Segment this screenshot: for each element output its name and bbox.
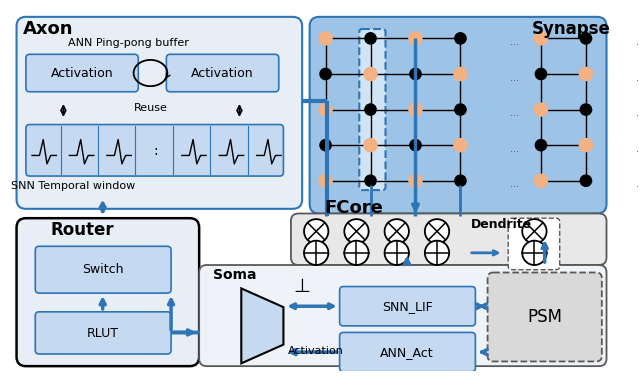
Circle shape: [365, 175, 376, 187]
Text: Synapse: Synapse: [532, 20, 611, 38]
FancyBboxPatch shape: [359, 29, 385, 190]
Text: Switch: Switch: [82, 263, 124, 276]
FancyBboxPatch shape: [35, 312, 171, 354]
Circle shape: [425, 219, 449, 244]
Circle shape: [580, 104, 591, 115]
Text: Activation: Activation: [191, 67, 254, 80]
Circle shape: [409, 174, 422, 187]
Circle shape: [385, 241, 409, 265]
Text: SNN Temporal window: SNN Temporal window: [11, 181, 135, 191]
Circle shape: [522, 219, 547, 244]
FancyBboxPatch shape: [508, 218, 560, 270]
Circle shape: [344, 241, 369, 265]
Circle shape: [304, 219, 328, 244]
Text: ...: ...: [510, 144, 519, 154]
Text: SNN_LIF: SNN_LIF: [381, 300, 433, 313]
Circle shape: [409, 103, 422, 116]
Circle shape: [455, 33, 466, 44]
Circle shape: [580, 175, 591, 187]
Circle shape: [534, 174, 547, 187]
Text: ...: ...: [636, 37, 640, 47]
Circle shape: [534, 103, 547, 116]
FancyBboxPatch shape: [199, 265, 607, 366]
Text: ...: ...: [510, 180, 519, 190]
FancyBboxPatch shape: [26, 124, 284, 176]
Text: ...: ...: [636, 144, 640, 154]
FancyBboxPatch shape: [166, 54, 279, 92]
Text: RLUT: RLUT: [86, 327, 118, 340]
Circle shape: [320, 139, 331, 151]
Circle shape: [319, 174, 332, 187]
Text: ANN_Act: ANN_Act: [380, 345, 434, 358]
FancyBboxPatch shape: [340, 332, 476, 372]
Circle shape: [425, 241, 449, 265]
Circle shape: [364, 67, 377, 80]
FancyBboxPatch shape: [17, 218, 199, 366]
Text: ...: ...: [510, 37, 519, 47]
Circle shape: [454, 67, 467, 80]
Text: Activation: Activation: [288, 347, 344, 357]
FancyBboxPatch shape: [26, 54, 138, 92]
Circle shape: [409, 32, 422, 45]
Circle shape: [364, 139, 377, 152]
Text: ...: ...: [510, 73, 519, 83]
Circle shape: [365, 33, 376, 44]
Circle shape: [385, 219, 409, 244]
Circle shape: [344, 219, 369, 244]
Circle shape: [320, 68, 331, 80]
Circle shape: [535, 68, 547, 80]
Circle shape: [319, 103, 332, 116]
FancyBboxPatch shape: [488, 272, 602, 362]
Text: Router: Router: [51, 221, 114, 239]
Circle shape: [579, 67, 593, 80]
FancyBboxPatch shape: [340, 286, 476, 326]
FancyBboxPatch shape: [310, 17, 607, 213]
Circle shape: [522, 241, 547, 265]
Text: Dendrite: Dendrite: [471, 218, 532, 231]
Text: ...: ...: [636, 108, 640, 118]
Circle shape: [579, 139, 593, 152]
Text: ...: ...: [510, 108, 519, 118]
Text: :: :: [154, 144, 158, 158]
Text: ANN Ping-pong buffer: ANN Ping-pong buffer: [68, 38, 189, 48]
FancyBboxPatch shape: [291, 213, 607, 265]
Circle shape: [410, 68, 421, 80]
Circle shape: [534, 32, 547, 45]
Text: Soma: Soma: [213, 268, 257, 282]
Circle shape: [580, 33, 591, 44]
Text: ...: ...: [636, 180, 640, 190]
Circle shape: [535, 139, 547, 151]
Text: Reuse: Reuse: [134, 103, 168, 113]
FancyBboxPatch shape: [35, 246, 171, 293]
Circle shape: [304, 241, 328, 265]
Circle shape: [365, 104, 376, 115]
Text: ...: ...: [636, 73, 640, 83]
Circle shape: [455, 175, 466, 187]
Text: Activation: Activation: [51, 67, 113, 80]
Text: ⊥: ⊥: [294, 277, 310, 296]
Text: FCore: FCore: [324, 200, 383, 218]
Circle shape: [454, 139, 467, 152]
Text: PSM: PSM: [527, 308, 562, 326]
Text: Axon: Axon: [23, 20, 74, 38]
Polygon shape: [241, 288, 284, 363]
Circle shape: [410, 139, 421, 151]
FancyBboxPatch shape: [17, 17, 302, 209]
Circle shape: [455, 104, 466, 115]
Circle shape: [319, 32, 332, 45]
